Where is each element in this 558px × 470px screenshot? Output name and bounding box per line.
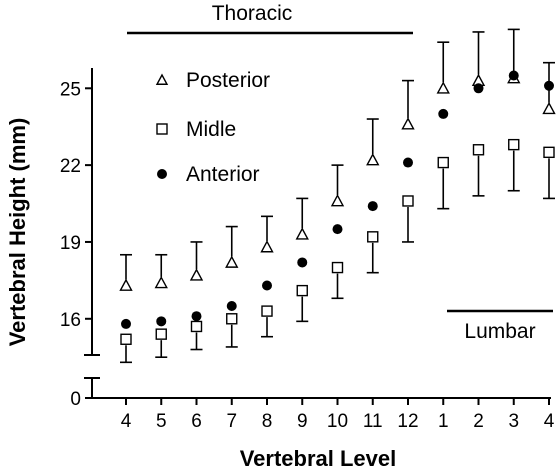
point-posterior	[154, 275, 168, 289]
point-anterior	[191, 311, 202, 322]
region-thoracic-label: Thoracic	[212, 2, 293, 25]
point-midle	[261, 305, 273, 317]
point-posterior	[330, 194, 345, 207]
point-midle	[472, 144, 485, 156]
legend-label-posterior: Posterior	[186, 69, 270, 92]
point-anterior	[544, 80, 554, 91]
x-tick-label: 4	[544, 411, 555, 432]
point-midle	[190, 320, 203, 333]
point-posterior	[366, 153, 380, 166]
legend-label-midle: Midle	[186, 118, 236, 141]
point-midle	[402, 195, 414, 207]
point-anterior	[332, 224, 343, 235]
x-tick-label: 3	[508, 411, 519, 432]
point-midle	[543, 146, 555, 159]
point-anterior	[297, 257, 308, 268]
point-midle	[155, 328, 167, 340]
point-posterior	[436, 81, 450, 94]
x-tick-label: 12	[397, 411, 418, 432]
point-anterior	[121, 318, 131, 329]
legend-marker-posterior	[155, 73, 169, 85]
point-anterior	[473, 83, 484, 94]
point-anterior	[438, 108, 449, 119]
legend-label-anterior: Anterior	[186, 163, 260, 186]
point-midle	[508, 138, 520, 151]
point-midle	[437, 156, 449, 169]
x-tick-label: 8	[262, 411, 273, 432]
y-axis-title: Vertebral Height (mm)	[5, 118, 30, 347]
point-midle	[367, 231, 379, 243]
point-posterior	[295, 227, 309, 240]
point-midle	[120, 333, 132, 345]
point-anterior	[262, 280, 272, 291]
y-tick-label: 0	[70, 389, 81, 410]
x-tick-label: 9	[297, 411, 308, 432]
point-midle	[296, 284, 308, 297]
x-tick-label: 6	[191, 411, 202, 432]
point-posterior	[189, 268, 204, 281]
point-posterior	[225, 255, 239, 268]
point-posterior	[260, 240, 274, 253]
x-tick-label: 11	[363, 411, 383, 432]
point-anterior	[508, 70, 519, 81]
region-lumbar-label: Lumbar	[464, 320, 535, 343]
x-tick-label: 1	[438, 411, 449, 432]
point-midle	[331, 261, 344, 274]
point-anterior	[367, 201, 378, 212]
x-tick-label: 5	[156, 411, 167, 432]
y-tick-label: 22	[60, 156, 81, 177]
x-axis-title: Vertebral Level	[240, 446, 397, 470]
point-posterior	[401, 117, 415, 130]
point-posterior	[542, 101, 556, 115]
y-tick-label: 25	[60, 79, 81, 100]
point-midle	[226, 313, 238, 325]
point-anterior	[403, 157, 413, 168]
point-posterior	[119, 278, 133, 291]
y-tick-label: 19	[60, 233, 81, 254]
legend-marker-anterior	[157, 169, 167, 179]
y-tick-label: 16	[60, 310, 81, 331]
point-anterior	[156, 316, 167, 327]
x-tick-label: 4	[121, 411, 132, 432]
legend-marker-midle	[156, 123, 168, 135]
x-tick-label: 7	[226, 411, 237, 432]
x-tick-label: 2	[473, 411, 484, 432]
point-anterior	[226, 300, 237, 311]
x-tick-label: 10	[327, 411, 348, 432]
